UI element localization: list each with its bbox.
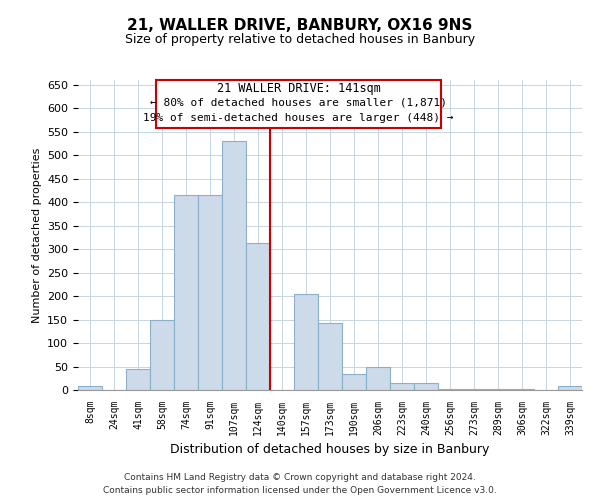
- Bar: [462, 388, 486, 390]
- Text: 19% of semi-detached houses are larger (448) →: 19% of semi-detached houses are larger (…: [143, 114, 454, 124]
- Bar: [78, 386, 102, 390]
- Bar: [510, 389, 534, 390]
- Bar: [150, 320, 174, 390]
- Text: Size of property relative to detached houses in Banbury: Size of property relative to detached ho…: [125, 32, 475, 46]
- Bar: [366, 368, 390, 390]
- Text: ← 80% of detached houses are smaller (1,871): ← 80% of detached houses are smaller (1,…: [150, 98, 447, 108]
- Y-axis label: Number of detached properties: Number of detached properties: [32, 148, 41, 322]
- Bar: [438, 388, 462, 390]
- Bar: [558, 386, 582, 390]
- Bar: [174, 195, 198, 390]
- Bar: [414, 384, 438, 390]
- Bar: [198, 195, 222, 390]
- Bar: [126, 370, 150, 390]
- Bar: [390, 384, 414, 390]
- Bar: [222, 141, 246, 390]
- X-axis label: Distribution of detached houses by size in Banbury: Distribution of detached houses by size …: [170, 444, 490, 456]
- Bar: [318, 323, 342, 390]
- Text: 21, WALLER DRIVE, BANBURY, OX16 9NS: 21, WALLER DRIVE, BANBURY, OX16 9NS: [127, 18, 473, 32]
- FancyBboxPatch shape: [156, 80, 441, 128]
- Text: Contains HM Land Registry data © Crown copyright and database right 2024.
Contai: Contains HM Land Registry data © Crown c…: [103, 473, 497, 495]
- Text: 21 WALLER DRIVE: 141sqm: 21 WALLER DRIVE: 141sqm: [217, 82, 380, 96]
- Bar: [342, 374, 366, 390]
- Bar: [294, 294, 318, 390]
- Bar: [486, 389, 510, 390]
- Bar: [246, 243, 270, 390]
